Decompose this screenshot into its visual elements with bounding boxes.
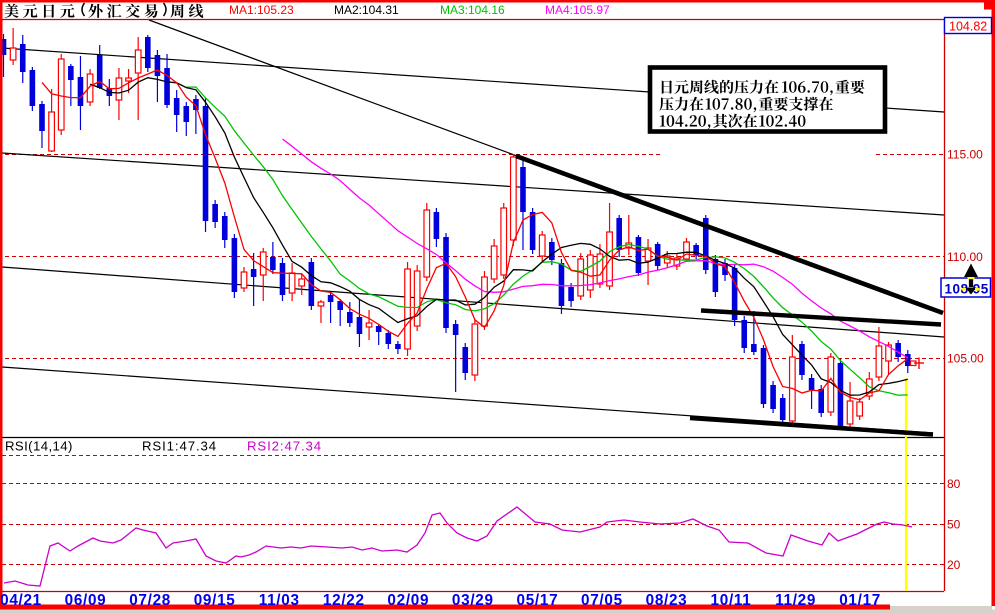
svg-text:11/29: 11/29 (775, 592, 816, 609)
svg-text:20: 20 (947, 558, 961, 572)
svg-text:06/09: 06/09 (65, 592, 107, 609)
svg-text:09/15: 09/15 (194, 592, 236, 609)
svg-text:80: 80 (947, 477, 961, 491)
svg-text:10/11: 10/11 (711, 592, 752, 609)
svg-text:104.82: 104.82 (949, 20, 987, 34)
svg-text:MA3:104.16: MA3:104.16 (440, 3, 505, 17)
svg-text:11/03: 11/03 (259, 592, 300, 609)
svg-text:50: 50 (947, 518, 961, 532)
svg-text:MA2:104.31: MA2:104.31 (334, 3, 399, 17)
svg-text:108.95: 108.95 (945, 282, 989, 297)
svg-text:115.00: 115.00 (947, 148, 983, 162)
svg-text:05/17: 05/17 (517, 592, 559, 609)
svg-text:MA4:105.97: MA4:105.97 (545, 3, 610, 17)
svg-text:08/23: 08/23 (646, 592, 688, 609)
svg-text:02/09: 02/09 (387, 592, 429, 609)
svg-text:12/22: 12/22 (323, 592, 365, 609)
svg-text:04/21: 04/21 (0, 592, 42, 609)
svg-text:RSI1:47.34: RSI1:47.34 (142, 439, 217, 454)
svg-text:RSI(14,14): RSI(14,14) (5, 439, 73, 454)
svg-text:105.00: 105.00 (947, 352, 984, 366)
svg-text:MA1:105.23: MA1:105.23 (229, 3, 294, 17)
svg-text:03/29: 03/29 (452, 592, 494, 609)
svg-text:RSI2:47.34: RSI2:47.34 (247, 439, 322, 454)
svg-text:110.00: 110.00 (947, 250, 983, 264)
svg-text:07/28: 07/28 (129, 592, 171, 609)
svg-text:01/17: 01/17 (839, 592, 881, 609)
svg-text:07/05: 07/05 (581, 592, 623, 609)
